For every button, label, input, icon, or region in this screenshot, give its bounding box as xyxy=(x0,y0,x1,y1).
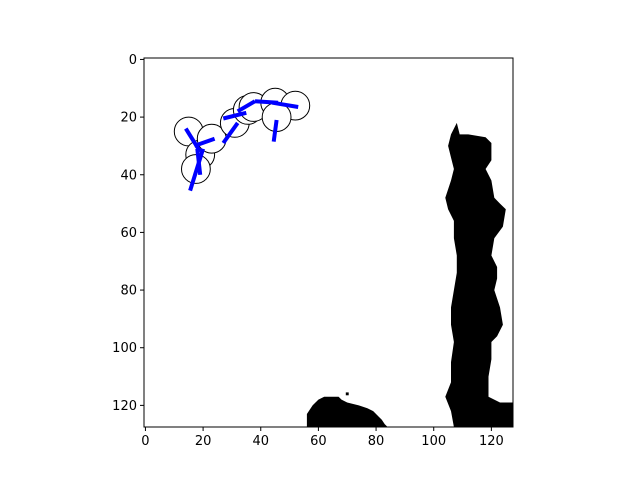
x-tick-label-60: 60 xyxy=(310,434,327,449)
obstacle-speck xyxy=(345,392,349,396)
segment-0 xyxy=(184,127,202,153)
x-tick-label-40: 40 xyxy=(252,434,269,449)
obstacle-layer xyxy=(306,122,513,428)
y-tick-label-0: 0 xyxy=(129,53,137,68)
y-tick-label-100: 100 xyxy=(112,341,137,356)
x-tick-label-0: 0 xyxy=(141,434,149,449)
x-tick-label-20: 20 xyxy=(195,434,212,449)
y-tick-label-40: 40 xyxy=(120,168,137,183)
x-tick-label-120: 120 xyxy=(479,434,504,449)
segment-9 xyxy=(271,119,279,142)
segment-3 xyxy=(188,148,206,192)
segment-4 xyxy=(221,121,240,145)
plot-frame xyxy=(143,57,514,428)
segment-8 xyxy=(271,100,299,109)
y-tick-label-120: 120 xyxy=(112,399,137,414)
segment-6 xyxy=(236,99,257,114)
y-tick-label-20: 20 xyxy=(120,111,137,126)
x-axis: 0 20 40 60 80 100 120 xyxy=(141,427,504,449)
x-tick-label-80: 80 xyxy=(368,434,385,449)
y-axis: 0 20 40 60 80 100 120 xyxy=(112,53,144,414)
obstacle-bottom-mound xyxy=(306,396,388,427)
segment-1 xyxy=(193,136,216,148)
segment-5 xyxy=(222,110,247,121)
obstacle-right-column xyxy=(445,122,513,428)
segment-layer xyxy=(184,99,299,192)
y-tick-label-60: 60 xyxy=(120,226,137,241)
y-tick-label-80: 80 xyxy=(120,284,137,299)
x-tick-label-100: 100 xyxy=(421,434,446,449)
